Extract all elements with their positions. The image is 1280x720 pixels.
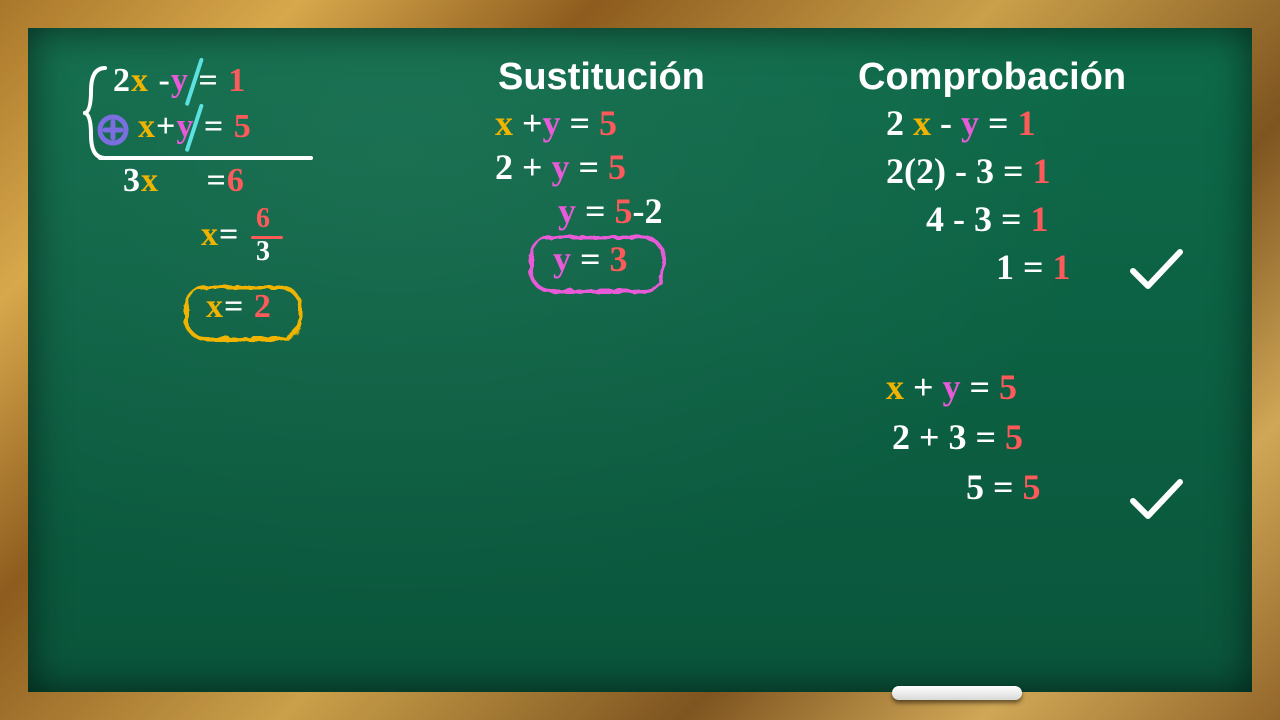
eq1: 2x -y = 1 <box>113 62 246 100</box>
verify-line: 4 - 3 = 1 <box>926 198 1049 240</box>
title-comprobacion: Comprobación <box>858 56 1126 99</box>
check-icon <box>1128 476 1188 526</box>
sum: 3x =6 <box>123 162 245 200</box>
verify-line: 2 x - y = 1 <box>886 102 1036 144</box>
verify-line: 5 = 5 <box>966 466 1041 508</box>
verify-line: 2(2) - 3 = 1 <box>886 150 1051 192</box>
c2-l3: y = 5-2 <box>558 190 663 232</box>
fraction: x= <box>201 216 239 254</box>
verify-line: 2 + 3 = 5 <box>892 416 1023 458</box>
frac-den: 3 <box>256 236 270 268</box>
c2-l1: x +y = 5 <box>495 102 617 144</box>
verify-line: x + y = 5 <box>886 366 1017 408</box>
frac-num: 6 <box>256 203 270 235</box>
ans-y: y = 3 <box>553 238 628 280</box>
verify-line: 1 = 1 <box>996 246 1071 288</box>
sum-line <box>98 156 313 160</box>
chalk-stick <box>892 686 1022 700</box>
title-sustitucion: Sustitución <box>498 56 705 99</box>
check-icon <box>1128 246 1188 296</box>
ans-x: x= 2 <box>206 288 272 326</box>
chalkboard: 2x -y = 1 x+y = 5 3x =6 x= 6 3 x= 2 Sust… <box>28 28 1252 692</box>
plus-circle-icon <box>96 113 130 147</box>
c2-l2: 2 + y = 5 <box>495 146 626 188</box>
